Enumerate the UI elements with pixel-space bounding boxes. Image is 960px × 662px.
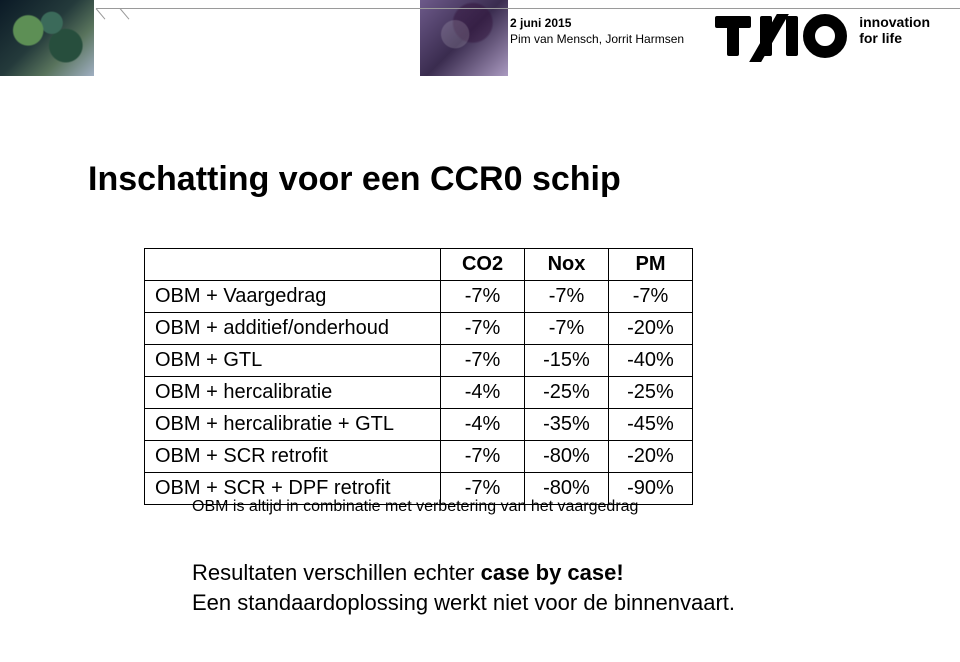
table-note: OBM is altijd in combinatie met verbeter…	[192, 498, 638, 516]
cell-nox: -15%	[525, 345, 609, 377]
col-header-pm: PM	[609, 249, 693, 281]
footer-line-1: Resultaten verschillen echter case by ca…	[192, 560, 624, 586]
cell-pm: -20%	[609, 313, 693, 345]
row-label: OBM + SCR retrofit	[145, 441, 441, 473]
logo-letter-o-icon	[803, 14, 847, 58]
cell-co2: -7%	[441, 345, 525, 377]
row-label: OBM + Vaargedrag	[145, 281, 441, 313]
cell-nox: -35%	[525, 409, 609, 441]
cell-nox: -80%	[525, 441, 609, 473]
slide-page: 2 juni 2015 Pim van Mensch, Jorrit Harms…	[0, 0, 960, 662]
cell-pm: -7%	[609, 281, 693, 313]
row-label: OBM + additief/onderhoud	[145, 313, 441, 345]
row-label: OBM + hercalibratie	[145, 377, 441, 409]
cell-nox: -7%	[525, 313, 609, 345]
cell-pm: -40%	[609, 345, 693, 377]
cell-nox: -25%	[525, 377, 609, 409]
header-rule	[96, 8, 960, 9]
header-authors: Pim van Mensch, Jorrit Harmsen	[510, 32, 684, 46]
col-header-co2: CO2	[441, 249, 525, 281]
header-date: 2 juni 2015	[510, 16, 571, 30]
page-title: Inschatting voor een CCR0 schip	[88, 160, 621, 199]
cell-nox: -7%	[525, 281, 609, 313]
logo-tagline: innovation for life	[859, 14, 930, 46]
table-row: OBM + SCR retrofit -7% -80% -20%	[145, 441, 693, 473]
cell-co2: -4%	[441, 377, 525, 409]
table-row: OBM + Vaargedrag -7% -7% -7%	[145, 281, 693, 313]
table-row: OBM + additief/onderhoud -7% -7% -20%	[145, 313, 693, 345]
table-header-row: CO2 Nox PM	[145, 249, 693, 281]
logo-letter-n-icon	[757, 14, 801, 58]
row-label: OBM + hercalibratie + GTL	[145, 409, 441, 441]
table-row: OBM + hercalibratie -4% -25% -25%	[145, 377, 693, 409]
header-tick-icon	[120, 8, 130, 19]
cell-co2: -7%	[441, 281, 525, 313]
estimates-table: CO2 Nox PM OBM + Vaargedrag -7% -7% -7% …	[144, 248, 693, 505]
tno-logo-glyphs	[711, 14, 847, 58]
cell-pm: -25%	[609, 377, 693, 409]
tagline-line1: innovation	[859, 14, 930, 30]
header-thumb-left	[0, 0, 96, 76]
row-label: OBM + GTL	[145, 345, 441, 377]
header-thumb-mid	[420, 0, 510, 76]
footer-line-2: Een standaardoplossing werkt niet voor d…	[192, 590, 735, 616]
table-row: OBM + hercalibratie + GTL -4% -35% -45%	[145, 409, 693, 441]
logo-letter-t-icon	[711, 14, 755, 58]
cell-co2: -7%	[441, 313, 525, 345]
cell-co2: -7%	[441, 441, 525, 473]
cell-pm: -45%	[609, 409, 693, 441]
table: CO2 Nox PM OBM + Vaargedrag -7% -7% -7% …	[144, 248, 693, 505]
header-tick-icon	[96, 8, 106, 19]
footer-text-emph: case by case!	[481, 560, 624, 585]
col-header-blank	[145, 249, 441, 281]
cell-pm: -20%	[609, 441, 693, 473]
tagline-line2: for life	[859, 30, 930, 46]
col-header-nox: Nox	[525, 249, 609, 281]
table-row: OBM + GTL -7% -15% -40%	[145, 345, 693, 377]
cell-co2: -4%	[441, 409, 525, 441]
tno-logo: innovation for life	[711, 14, 930, 58]
footer-text-plain: Resultaten verschillen echter	[192, 560, 481, 585]
